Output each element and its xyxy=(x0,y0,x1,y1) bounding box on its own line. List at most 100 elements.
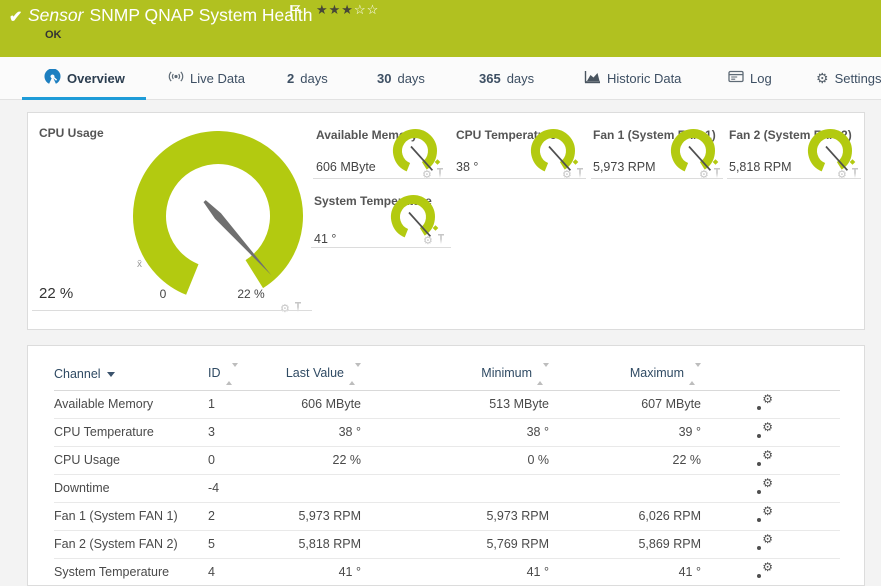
pin-icon[interactable] xyxy=(293,300,303,318)
cell-last-value: 22 % xyxy=(278,446,361,475)
gauge-settings-icon[interactable]: ⚙ xyxy=(562,168,572,181)
fan1-gauge-value: 5,973 RPM xyxy=(593,160,656,174)
column-header-last-value[interactable]: Last Value xyxy=(278,358,361,391)
gauge-cell-divider xyxy=(727,178,861,179)
column-header-maximum[interactable]: Maximum xyxy=(549,358,701,391)
log-list-icon xyxy=(728,70,744,86)
cpu-temperature-gauge-actions: ⚙ xyxy=(562,166,585,184)
cell-id: 1 xyxy=(208,390,278,419)
cell-last-value xyxy=(278,474,361,503)
column-header-minimum[interactable]: Minimum xyxy=(361,358,549,391)
tab-settings[interactable]: ⚙ Settings xyxy=(816,57,881,99)
cell-maximum: 5,869 RPM xyxy=(549,530,701,559)
cell-channel: Downtime xyxy=(54,474,208,503)
cell-minimum xyxy=(361,474,549,503)
column-header-actions xyxy=(701,358,840,391)
column-header-id-label: ID xyxy=(208,366,221,381)
system-temperature-gauge[interactable] xyxy=(387,192,443,249)
tab-live-data[interactable]: Live Data xyxy=(168,57,245,99)
table-row[interactable]: CPU Temperature 3 38 ° 38 ° 39 ° ⚙ xyxy=(54,418,840,447)
cpu-temperature-gauge[interactable] xyxy=(527,126,583,183)
fan2-gauge-value: 5,818 RPM xyxy=(729,160,792,174)
available-memory-gauge[interactable] xyxy=(389,126,445,183)
cell-maximum: 607 MByte xyxy=(549,390,701,419)
tab-overview[interactable]: Overview xyxy=(44,57,125,99)
priority-flag-icon[interactable] xyxy=(289,4,301,23)
active-tab-underline xyxy=(22,97,146,100)
tab-2-days-number: 2 xyxy=(287,70,295,86)
cell-channel: Fan 1 (System FAN 1) xyxy=(54,502,208,531)
gauge-cell-divider xyxy=(313,178,451,179)
channel-settings-icon[interactable]: ⚙ xyxy=(756,420,773,438)
table-header-row: Channel ID Last Value Minimum Maximum xyxy=(54,358,840,391)
available-memory-gauge-actions: ⚙ xyxy=(422,166,445,184)
tab-settings-label: Settings xyxy=(834,70,881,86)
table-row[interactable]: Fan 1 (System FAN 1) 2 5,973 RPM 5,973 R… xyxy=(54,502,840,531)
cell-id: 4 xyxy=(208,558,278,586)
stars-empty[interactable]: ☆☆ xyxy=(353,2,380,17)
gauge-settings-icon[interactable]: ⚙ xyxy=(699,168,709,181)
cpu-temperature-gauge-title: CPU Temperature xyxy=(456,128,557,142)
gauge-settings-icon[interactable]: ⚙ xyxy=(422,168,432,181)
fan2-gauge[interactable] xyxy=(804,126,860,183)
tab-2-days[interactable]: 2 days xyxy=(287,57,328,99)
cell-last-value: 5,818 RPM xyxy=(278,530,361,559)
stars-filled[interactable]: ★★★ xyxy=(316,2,354,17)
channels-table: Channel ID Last Value Minimum Maximum xyxy=(54,358,840,586)
channel-settings-icon[interactable]: ⚙ xyxy=(756,532,773,550)
table-row[interactable]: Available Memory 1 606 MByte 513 MByte 6… xyxy=(54,390,840,419)
gauge-settings-icon[interactable]: ⚙ xyxy=(280,302,290,315)
pin-icon[interactable] xyxy=(712,166,722,184)
tab-30-days[interactable]: 30 days xyxy=(377,57,425,99)
pin-icon[interactable] xyxy=(850,166,860,184)
cpu-usage-gauge[interactable] xyxy=(128,131,318,311)
cell-minimum: 38 ° xyxy=(361,418,549,447)
sort-icon xyxy=(225,363,238,386)
gauge-settings-icon[interactable]: ⚙ xyxy=(423,234,433,247)
column-header-channel[interactable]: Channel xyxy=(54,358,208,391)
channel-settings-icon[interactable]: ⚙ xyxy=(756,448,773,466)
tab-log[interactable]: Log xyxy=(728,57,772,99)
live-broadcast-icon xyxy=(168,69,184,87)
cell-minimum: 513 MByte xyxy=(361,390,549,419)
pin-icon[interactable] xyxy=(575,166,585,184)
available-memory-gauge-title: Available Memory xyxy=(316,128,418,142)
cell-maximum: 39 ° xyxy=(549,418,701,447)
cell-id: 3 xyxy=(208,418,278,447)
table-row[interactable]: Fan 2 (System FAN 2) 5 5,818 RPM 5,769 R… xyxy=(54,530,840,559)
channel-settings-icon[interactable]: ⚙ xyxy=(756,504,773,522)
cell-channel: CPU Usage xyxy=(54,446,208,475)
priority-stars[interactable]: ★★★☆☆ xyxy=(316,2,379,18)
table-row[interactable]: Downtime -4 ⚙ xyxy=(54,474,840,503)
tab-365-days[interactable]: 365 days xyxy=(479,57,534,99)
gauge-settings-icon[interactable]: ⚙ xyxy=(837,168,847,181)
channel-settings-icon[interactable]: ⚙ xyxy=(756,476,773,494)
cell-last-value: 41 ° xyxy=(278,558,361,586)
system-temperature-gauge-value: 41 ° xyxy=(314,232,337,246)
column-header-id[interactable]: ID xyxy=(208,358,278,391)
pin-icon[interactable] xyxy=(435,166,445,184)
channel-settings-icon[interactable]: ⚙ xyxy=(756,560,773,578)
channel-settings-icon[interactable]: ⚙ xyxy=(756,392,773,410)
settings-gear-icon: ⚙ xyxy=(816,69,829,86)
cell-maximum: 6,026 RPM xyxy=(549,502,701,531)
cell-id: 5 xyxy=(208,530,278,559)
fan1-gauge[interactable] xyxy=(667,126,723,183)
tab-historic-data[interactable]: Historic Data xyxy=(584,57,681,99)
pin-icon[interactable] xyxy=(436,232,446,250)
sensor-status-header: ✔ Sensor SNMP QNAP System Health ★★★☆☆ OK xyxy=(0,0,881,57)
sort-desc-icon xyxy=(106,371,115,377)
tab-live-data-label: Live Data xyxy=(190,70,245,86)
tab-overview-label: Overview xyxy=(67,70,125,86)
object-kind-label: Sensor xyxy=(28,5,84,25)
gauge-cell-divider xyxy=(591,178,723,179)
table-row[interactable]: CPU Usage 0 22 % 0 % 22 % ⚙ xyxy=(54,446,840,475)
cell-channel: System Temperature xyxy=(54,558,208,586)
column-header-minimum-label: Minimum xyxy=(481,366,532,381)
gauge-icon xyxy=(44,68,61,88)
fan1-gauge-actions: ⚙ xyxy=(699,166,722,184)
page-title: Sensor SNMP QNAP System Health xyxy=(28,5,313,26)
tab-365-days-number: 365 xyxy=(479,70,501,86)
table-row[interactable]: System Temperature 4 41 ° 41 ° 41 ° ⚙ xyxy=(54,558,840,586)
